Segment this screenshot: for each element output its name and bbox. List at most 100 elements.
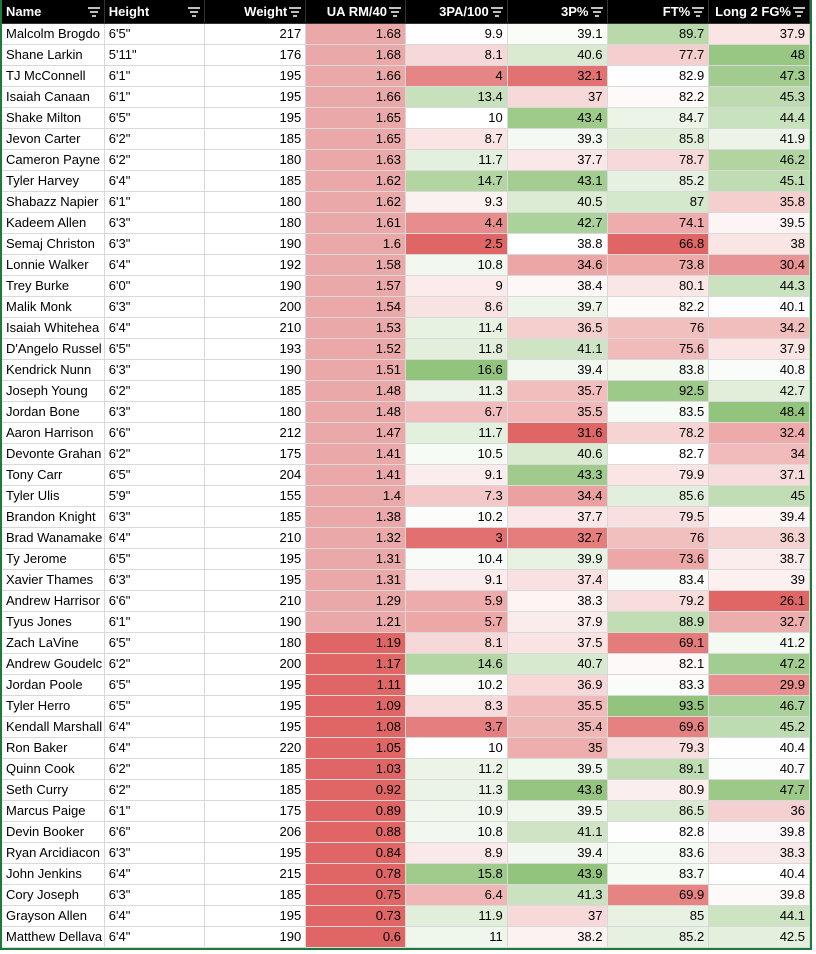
table-cell: 10 bbox=[406, 738, 508, 759]
table-cell: 5'11" bbox=[104, 45, 205, 66]
column-header[interactable]: Weight bbox=[204, 0, 307, 24]
table-cell: 32.4 bbox=[709, 423, 810, 444]
table-cell: 6'6" bbox=[104, 423, 205, 444]
column-header[interactable]: Long 2 FG% bbox=[709, 0, 810, 24]
table-cell: 78.2 bbox=[607, 423, 710, 444]
filter-button[interactable] bbox=[187, 7, 200, 17]
table-cell: 41.9 bbox=[709, 129, 810, 150]
table-cell: 6'2" bbox=[104, 759, 205, 780]
table-cell: 6'5" bbox=[104, 24, 205, 45]
filter-button[interactable] bbox=[793, 7, 805, 17]
table-cell: 180 bbox=[204, 192, 307, 213]
data-row: Kadeem Allen 6'3" 180 1.61 4.4 42.7 74.1 39.5 bbox=[2, 213, 810, 234]
table-cell: 1.51 bbox=[306, 360, 406, 381]
table-cell: Tyler Harvey bbox=[2, 171, 105, 192]
table-cell: 75.6 bbox=[607, 339, 710, 360]
column-header[interactable]: Height bbox=[104, 0, 205, 24]
table-cell: 13.4 bbox=[406, 87, 508, 108]
table-cell: 6'5" bbox=[104, 108, 205, 129]
table-cell: 6'1" bbox=[104, 612, 205, 633]
column-header[interactable]: UA RM/40 bbox=[306, 0, 406, 24]
column-header[interactable]: 3P% bbox=[507, 0, 608, 24]
table-cell: 83.8 bbox=[607, 360, 710, 381]
table-cell: 1.68 bbox=[306, 45, 406, 66]
table-cell: Malcolm Brogdo bbox=[2, 24, 105, 45]
table-cell: Xavier Thames bbox=[2, 570, 105, 591]
filter-button[interactable] bbox=[87, 7, 100, 17]
filter-button[interactable] bbox=[490, 7, 503, 17]
data-row: Aaron Harrison 6'6" 212 1.47 11.7 31.6 78.2 32.… bbox=[2, 423, 810, 444]
data-row: TJ McConnell 6'1" 195 1.66 4 32.1 82.9 47.3 bbox=[2, 66, 810, 87]
table-cell: 6'4" bbox=[104, 528, 205, 549]
table-cell: 1.58 bbox=[306, 255, 406, 276]
table-cell: 44.4 bbox=[709, 108, 810, 129]
table-cell: 39.4 bbox=[709, 507, 810, 528]
table-cell: 37.5 bbox=[507, 633, 608, 654]
table-cell: 6'1" bbox=[104, 66, 205, 87]
table-cell: 39 bbox=[709, 570, 810, 591]
table-cell: 40.5 bbox=[507, 192, 608, 213]
table-cell: 44.1 bbox=[709, 906, 810, 927]
data-row: Tyler Ulis 5'9" 155 1.4 7.3 34.4 85.6 45 bbox=[2, 486, 810, 507]
table-cell: Grayson Allen bbox=[2, 906, 105, 927]
table-cell: Tyler Ulis bbox=[2, 486, 105, 507]
table-cell: 6'4" bbox=[104, 171, 205, 192]
data-row: D'Angelo Russel 6'5" 193 1.52 11.8 41.1 75.6 37… bbox=[2, 339, 810, 360]
table-cell: 47.7 bbox=[709, 780, 810, 801]
table-cell: 41.3 bbox=[507, 885, 608, 906]
table-cell: 42.5 bbox=[709, 927, 810, 948]
table-cell: 11.9 bbox=[406, 906, 508, 927]
table-cell: 1.54 bbox=[306, 297, 406, 318]
table-cell: 83.6 bbox=[607, 843, 710, 864]
table-cell: 10.2 bbox=[406, 507, 508, 528]
table-cell: 79.2 bbox=[607, 591, 710, 612]
filter-button[interactable] bbox=[389, 7, 401, 17]
table-cell: 185 bbox=[204, 171, 307, 192]
table-cell: 210 bbox=[204, 528, 307, 549]
filter-button[interactable] bbox=[692, 7, 705, 17]
table-cell: 10.8 bbox=[406, 822, 508, 843]
table-cell: 6'2" bbox=[104, 654, 205, 675]
table-cell: 38.8 bbox=[507, 234, 608, 255]
column-header[interactable]: 3PA/100 bbox=[406, 0, 508, 24]
data-row: Devonte Grahan 6'2" 175 1.41 10.5 40.6 82.7 34 bbox=[2, 444, 810, 465]
table-cell: 5.9 bbox=[406, 591, 508, 612]
table-cell: 79.9 bbox=[607, 465, 710, 486]
data-row: Shane Larkin 5'11" 176 1.68 8.1 40.6 77.7 48 bbox=[2, 45, 810, 66]
table-cell: 82.7 bbox=[607, 444, 710, 465]
table-cell: 6'6" bbox=[104, 822, 205, 843]
table-cell: Shake Milton bbox=[2, 108, 105, 129]
table-cell: 1.32 bbox=[306, 528, 406, 549]
table-cell: 6'0" bbox=[104, 276, 205, 297]
table-cell: 36 bbox=[709, 801, 810, 822]
table-cell: Cameron Payne bbox=[2, 150, 105, 171]
table-cell: 6'1" bbox=[104, 87, 205, 108]
table-cell: 40.7 bbox=[507, 654, 608, 675]
table-cell: 9.1 bbox=[406, 465, 508, 486]
table-cell: 32.1 bbox=[507, 66, 608, 87]
filter-button[interactable] bbox=[289, 7, 302, 17]
table-cell: 195 bbox=[204, 717, 307, 738]
table-cell: 6'2" bbox=[104, 150, 205, 171]
column-header-text: FT% bbox=[662, 4, 691, 19]
filter-button[interactable] bbox=[590, 7, 603, 17]
table-cell: 190 bbox=[204, 276, 307, 297]
table-cell: 37 bbox=[507, 906, 608, 927]
table-cell: Aaron Harrison bbox=[2, 423, 105, 444]
table-cell: 210 bbox=[204, 318, 307, 339]
table-cell: 37.7 bbox=[507, 507, 608, 528]
table-cell: 180 bbox=[204, 150, 307, 171]
table-cell: 85 bbox=[607, 906, 710, 927]
table-cell: 1.38 bbox=[306, 507, 406, 528]
table-cell: 0.75 bbox=[306, 885, 406, 906]
column-header[interactable]: FT% bbox=[607, 0, 710, 24]
table-cell: 9.9 bbox=[406, 24, 508, 45]
data-row: Seth Curry 6'2" 185 0.92 11.3 43.8 80.9 47.7 bbox=[2, 780, 810, 801]
table-cell: 82.2 bbox=[607, 297, 710, 318]
table-cell: Kendrick Nunn bbox=[2, 360, 105, 381]
table-cell: 39.5 bbox=[507, 801, 608, 822]
table-cell: 215 bbox=[204, 864, 307, 885]
data-row: Ron Baker 6'4" 220 1.05 10 35 79.3 40.4 bbox=[2, 738, 810, 759]
table-cell: Cory Joseph bbox=[2, 885, 105, 906]
column-header[interactable]: Name bbox=[2, 0, 105, 24]
